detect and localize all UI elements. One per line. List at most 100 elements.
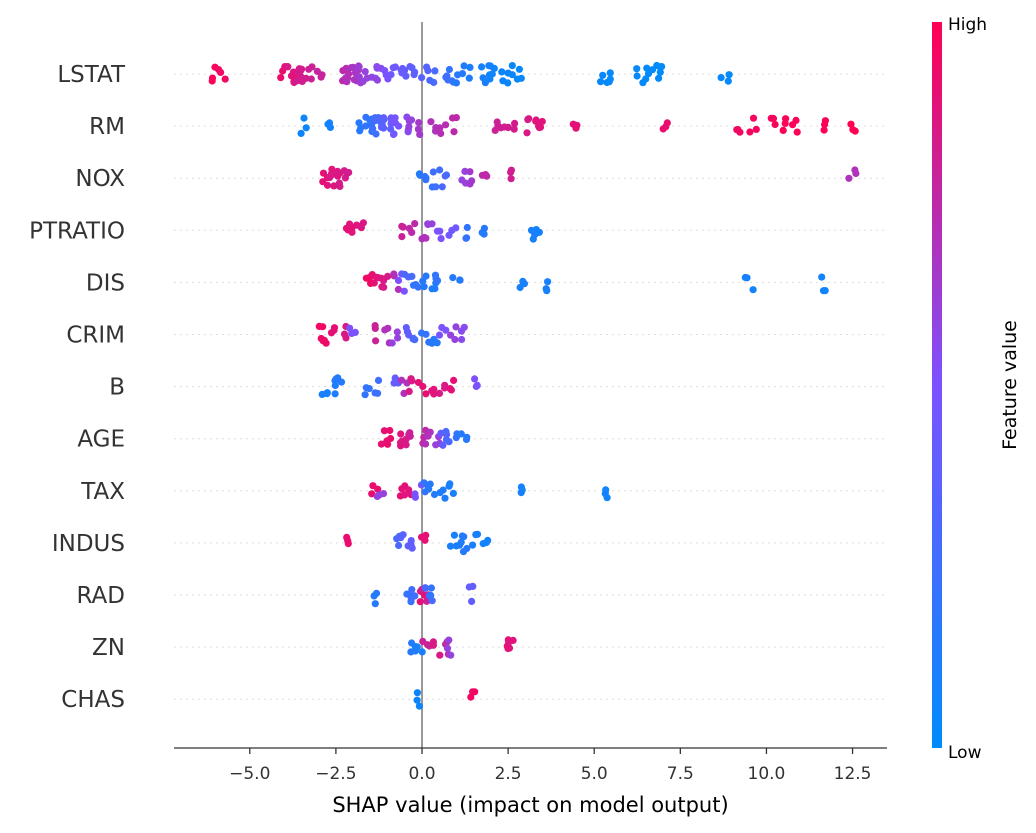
shap-point bbox=[597, 78, 605, 86]
shap-point bbox=[331, 381, 339, 390]
shap-point bbox=[446, 385, 454, 393]
shap-point bbox=[441, 172, 449, 180]
shap-point bbox=[505, 644, 514, 652]
shap-point bbox=[413, 689, 421, 697]
shap-point bbox=[368, 73, 376, 81]
shap-point bbox=[767, 114, 775, 122]
shap-point bbox=[348, 228, 356, 236]
shap-point bbox=[436, 651, 444, 659]
shap-point bbox=[411, 592, 419, 600]
shap-point bbox=[410, 334, 418, 343]
shap-point bbox=[443, 644, 452, 653]
shap-point bbox=[380, 114, 388, 122]
shap-point bbox=[389, 64, 397, 72]
shap-point bbox=[393, 328, 401, 336]
shap-point bbox=[419, 277, 427, 285]
x-tick-label: 2.5 bbox=[495, 764, 522, 784]
shap-point bbox=[408, 586, 416, 594]
shap-point bbox=[536, 123, 545, 131]
shap-point bbox=[436, 166, 444, 174]
shap-point bbox=[397, 430, 405, 438]
shap-point bbox=[793, 128, 801, 136]
shap-point bbox=[437, 129, 445, 138]
shap-points bbox=[208, 61, 860, 710]
shap-point bbox=[400, 287, 408, 295]
shap-point bbox=[300, 114, 308, 122]
shap-point bbox=[298, 65, 306, 73]
shap-point bbox=[717, 74, 725, 82]
shap-point bbox=[442, 436, 450, 444]
shap-point bbox=[643, 64, 651, 72]
shap-point bbox=[655, 74, 663, 82]
shap-point bbox=[818, 273, 826, 281]
shap-point bbox=[343, 533, 351, 542]
shap-point bbox=[435, 389, 444, 397]
shap-point bbox=[380, 277, 388, 285]
shap-point bbox=[469, 582, 477, 591]
shap-point bbox=[361, 68, 369, 76]
shap-point bbox=[432, 183, 440, 191]
shap-point bbox=[452, 323, 460, 331]
shap-point bbox=[749, 286, 757, 294]
shap-point bbox=[482, 538, 491, 547]
shap-point bbox=[448, 226, 456, 234]
shap-point bbox=[397, 376, 406, 384]
shap-point bbox=[493, 118, 501, 126]
shap-point bbox=[523, 129, 531, 137]
shap-point bbox=[782, 115, 790, 123]
shap-point bbox=[365, 385, 373, 393]
shap-point bbox=[446, 542, 455, 550]
shap-point bbox=[399, 223, 407, 231]
shap-point bbox=[499, 77, 507, 85]
shap-point bbox=[422, 440, 430, 448]
shap-point bbox=[458, 335, 466, 344]
shap-point bbox=[374, 114, 382, 122]
shap-point bbox=[450, 531, 458, 539]
feature-label: RM bbox=[89, 114, 125, 140]
shap-point bbox=[749, 114, 758, 122]
shap-point bbox=[371, 600, 379, 608]
shap-point bbox=[398, 233, 406, 241]
shap-point bbox=[390, 270, 398, 278]
shap-point bbox=[429, 168, 437, 176]
shap-point bbox=[410, 71, 418, 79]
shap-point bbox=[405, 123, 413, 131]
shap-point bbox=[454, 71, 462, 79]
shap-point bbox=[450, 376, 458, 384]
shap-point bbox=[529, 235, 537, 243]
shap-point bbox=[449, 489, 457, 497]
shap-point bbox=[435, 331, 444, 339]
shap-point bbox=[386, 426, 394, 435]
shap-point bbox=[458, 176, 466, 184]
shap-point bbox=[445, 636, 453, 644]
shap-point bbox=[659, 125, 667, 133]
shap-point bbox=[606, 75, 614, 83]
colorbar: High Low Feature value bbox=[932, 15, 1021, 763]
shap-point bbox=[471, 688, 479, 696]
shap-point bbox=[420, 283, 428, 291]
shap-point bbox=[380, 427, 388, 435]
shap-point bbox=[478, 63, 486, 71]
shap-point bbox=[415, 119, 423, 127]
shap-point bbox=[849, 126, 857, 134]
shap-point bbox=[820, 126, 828, 134]
shap-point bbox=[414, 378, 423, 387]
shap-point bbox=[408, 377, 416, 385]
feature-label: CRIM bbox=[66, 323, 125, 349]
shap-point bbox=[355, 63, 363, 71]
shap-point bbox=[478, 171, 486, 179]
shap-point bbox=[463, 223, 471, 232]
shap-point bbox=[284, 63, 292, 71]
feature-label: B bbox=[109, 375, 125, 401]
feature-label: ZN bbox=[92, 635, 125, 661]
shap-point bbox=[422, 234, 430, 242]
shap-point bbox=[497, 124, 505, 132]
shap-point bbox=[633, 65, 641, 73]
shap-point bbox=[208, 77, 216, 85]
shap-point bbox=[451, 335, 459, 344]
shap-point bbox=[462, 435, 471, 444]
shap-point bbox=[422, 176, 430, 184]
shap-point bbox=[307, 75, 315, 83]
shap-point bbox=[513, 75, 522, 83]
shap-point bbox=[411, 220, 419, 228]
